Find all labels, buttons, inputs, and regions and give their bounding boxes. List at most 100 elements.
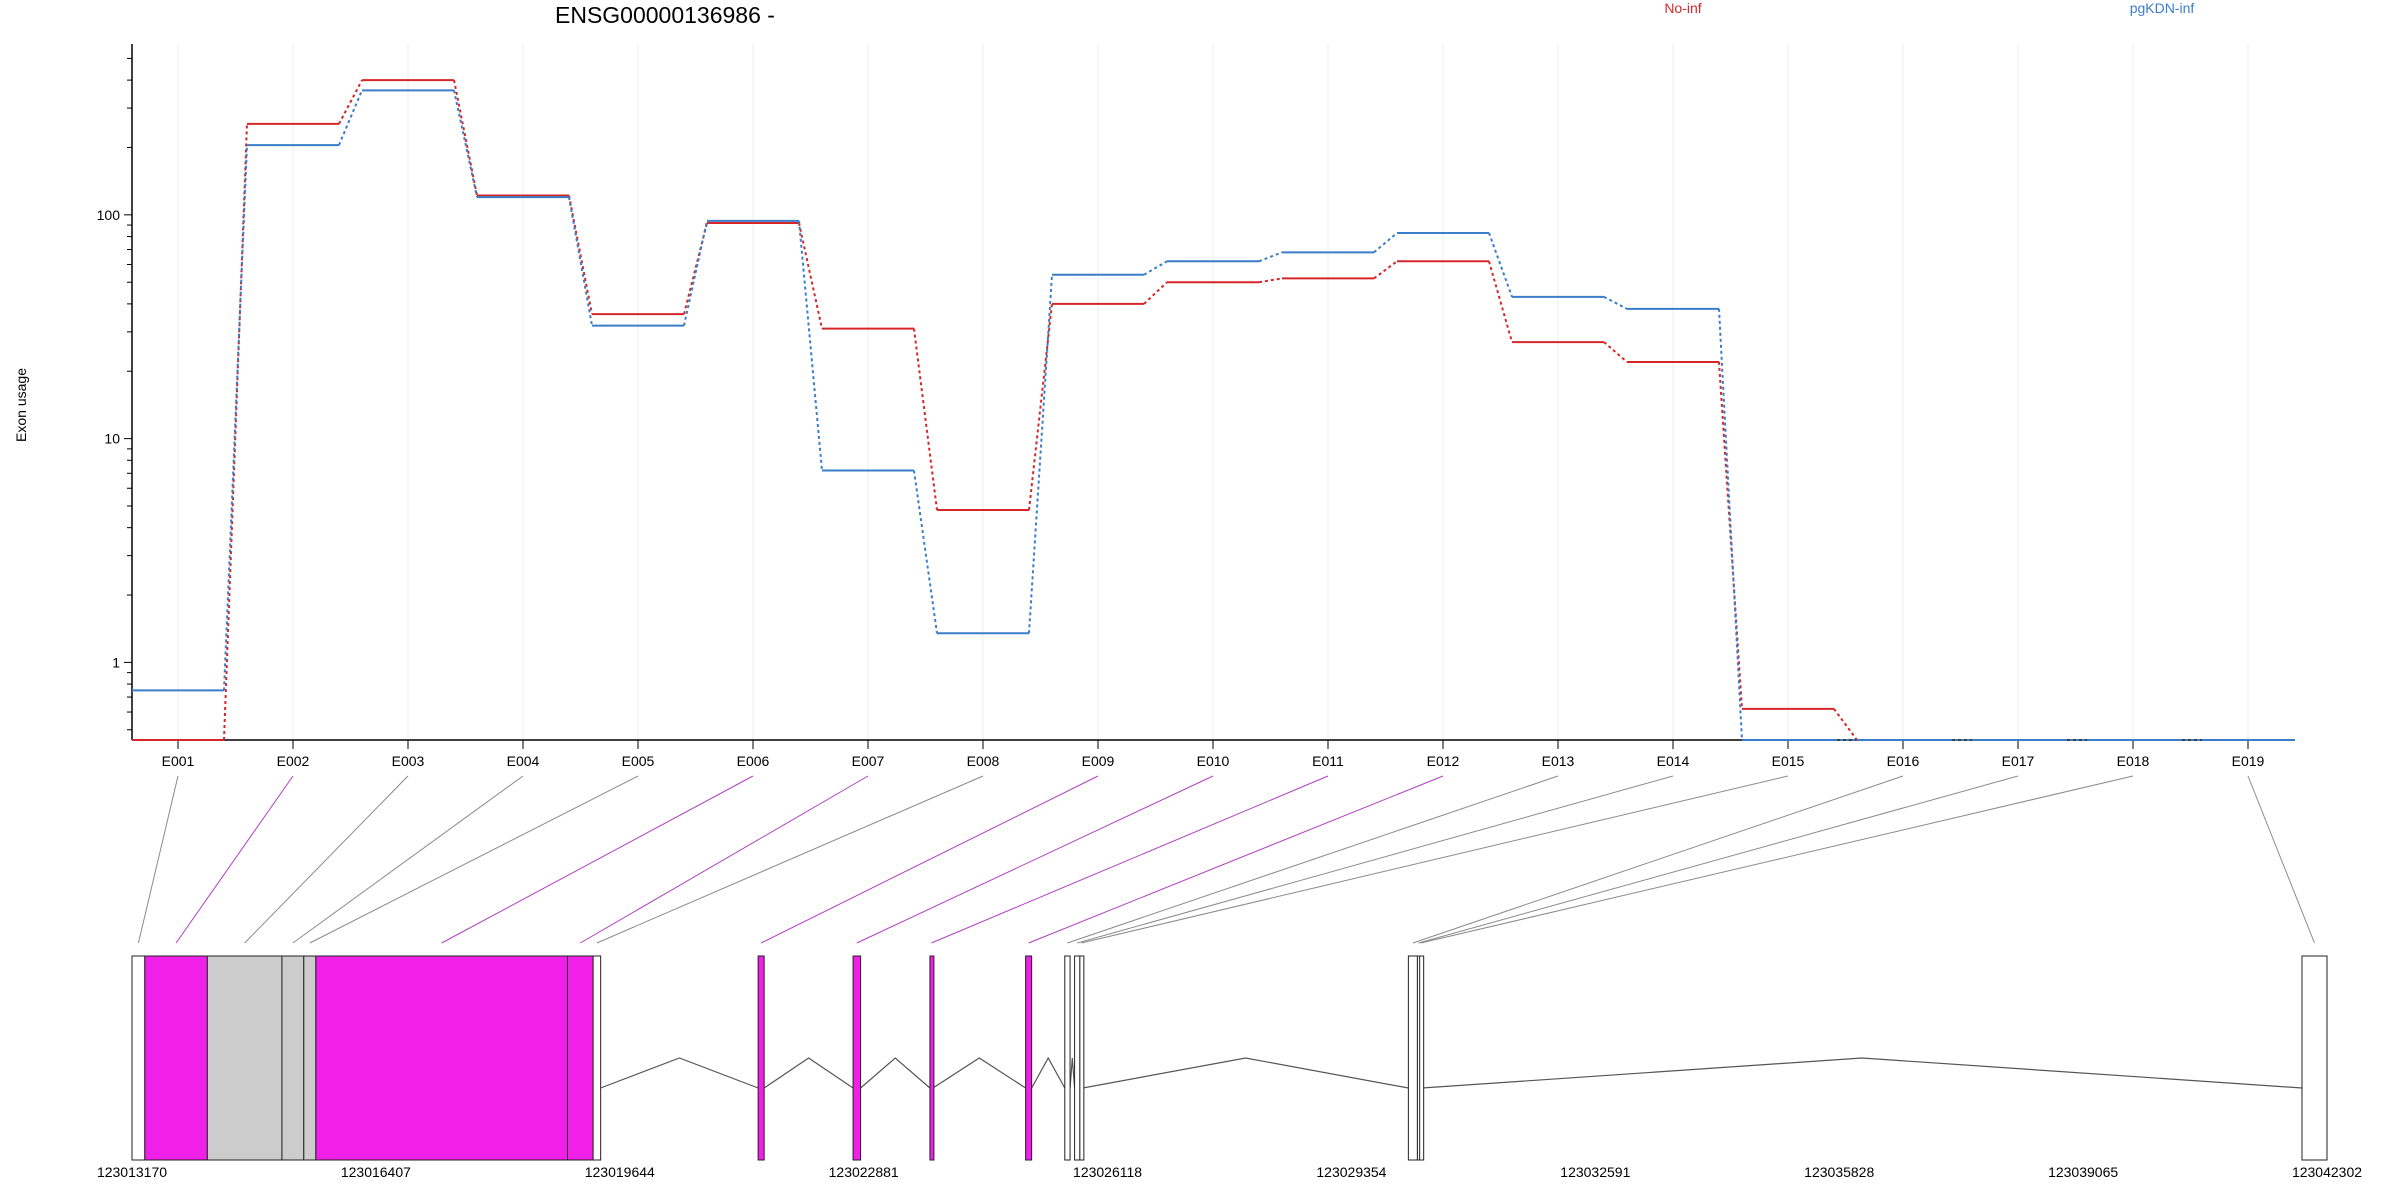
exon-connector xyxy=(1418,775,2019,944)
coordinate-label: 123013170 xyxy=(97,1164,167,1180)
exon-box xyxy=(852,955,862,1161)
series-connector xyxy=(1373,232,1398,254)
exon-box xyxy=(1064,955,1071,1161)
x-tick-label: E010 xyxy=(1197,753,1230,769)
coordinate-label: 123035828 xyxy=(1804,1164,1874,1180)
intron-line xyxy=(860,1057,931,1089)
exon-connector xyxy=(1077,775,1674,944)
series-connector xyxy=(1488,261,1513,343)
x-tick-label: E002 xyxy=(277,753,310,769)
exon-connector xyxy=(1081,775,1789,944)
exon-connector xyxy=(580,775,869,944)
intron-line xyxy=(1031,1056,1066,1089)
axes-layer: 1 10 100 E001 E002 E003 E004 E005 E006 E007 E008 E0… xyxy=(97,44,2295,769)
series-connector xyxy=(1258,277,1283,284)
x-tick-label: E014 xyxy=(1657,753,1690,769)
intron-line xyxy=(932,1057,1026,1089)
y-axis-label: Exon usage xyxy=(13,368,29,442)
series-connector xyxy=(1488,232,1513,298)
intron-line xyxy=(1082,1057,1409,1089)
series-connector xyxy=(1028,303,1053,511)
x-tick-label: E015 xyxy=(1772,753,1805,769)
series-connector xyxy=(683,222,708,315)
series-connector xyxy=(683,220,708,326)
gene-model: 123013170 123016407 123019644 123022881 1230… xyxy=(97,955,2362,1180)
exon-connector xyxy=(856,775,1214,944)
series-connector xyxy=(1143,260,1168,276)
series-connector xyxy=(1143,281,1168,305)
x-tick-label: E013 xyxy=(1542,753,1575,769)
x-tick-label: E001 xyxy=(162,753,195,769)
coordinate-label: 123016407 xyxy=(341,1164,411,1180)
exon-box xyxy=(1407,955,1418,1161)
exon-connector xyxy=(760,775,1099,944)
series-connector xyxy=(913,470,938,634)
exon-connector xyxy=(441,775,754,944)
exon-box xyxy=(592,955,602,1161)
series-connector xyxy=(568,196,593,326)
legend-item-no-inf: No-inf xyxy=(1664,0,1701,16)
series-connector xyxy=(453,90,478,198)
series-connector xyxy=(338,79,363,125)
exon-connector xyxy=(137,775,179,944)
x-tick-label: E006 xyxy=(737,753,770,769)
exon-box xyxy=(567,955,594,1161)
x-tick-label: E003 xyxy=(392,753,425,769)
series-connector xyxy=(1833,708,1858,741)
exon-connector xyxy=(309,775,639,944)
exon-box xyxy=(2301,955,2328,1161)
exon-box xyxy=(144,955,208,1161)
exon-box xyxy=(929,955,935,1161)
coordinate-label: 123026118 xyxy=(1073,1164,1142,1180)
x-tick-label: E018 xyxy=(2117,753,2150,769)
series-connector xyxy=(1603,341,1628,363)
exon-connector xyxy=(931,775,1329,944)
series-connector xyxy=(453,79,478,196)
series-connector xyxy=(223,145,248,691)
x-tick-label: E012 xyxy=(1427,753,1460,769)
series-connector xyxy=(568,195,593,315)
exon-connector xyxy=(1067,775,1559,944)
exon-box xyxy=(1025,955,1033,1161)
exon-box xyxy=(1074,955,1081,1161)
chart-title: ENSG00000136986 - xyxy=(555,2,775,28)
series-connector xyxy=(1603,295,1628,310)
x-tick-label: E011 xyxy=(1312,753,1344,769)
series-connector xyxy=(798,220,823,471)
exon-connector xyxy=(175,775,294,944)
legend-item-pgkdn-inf: pgKDN-inf xyxy=(2130,0,2195,16)
exon-box xyxy=(281,955,305,1161)
exon-connector xyxy=(1420,775,2134,944)
coordinate-label: 123039065 xyxy=(2048,1164,2118,1180)
intron-line xyxy=(1069,1057,1076,1089)
exon-connector xyxy=(1028,775,1444,944)
x-tick-label: E007 xyxy=(852,753,885,769)
coordinate-label: 123019644 xyxy=(585,1164,655,1180)
coordinate-label: 123022881 xyxy=(829,1164,899,1180)
exon-connector xyxy=(596,775,984,944)
exon-box xyxy=(303,955,317,1161)
exon-box xyxy=(757,955,765,1161)
coordinate-label: 123032591 xyxy=(1560,1164,1630,1180)
coordinate-label: 123029354 xyxy=(1316,1164,1386,1180)
x-tick-label: E016 xyxy=(1887,753,1920,769)
series-connector xyxy=(798,222,823,329)
exon-connector xyxy=(244,775,409,944)
exon-connector xyxy=(2247,775,2315,944)
exon-connector xyxy=(292,775,524,944)
x-tick-label: E019 xyxy=(2232,753,2265,769)
exon-box xyxy=(315,955,569,1161)
exon-box xyxy=(131,955,146,1161)
series-connector xyxy=(338,89,363,146)
series-connector xyxy=(1258,251,1283,263)
exon-box xyxy=(1419,955,1425,1161)
x-tick-label: E017 xyxy=(2002,753,2035,769)
grid-layer xyxy=(177,44,2249,740)
exon-connector xyxy=(1412,775,1904,944)
series-layer xyxy=(132,79,2295,741)
series-connector xyxy=(1718,308,1743,741)
coordinate-label: 123042302 xyxy=(2292,1164,2362,1180)
series-connector xyxy=(913,328,938,511)
exon-connectors xyxy=(137,775,2315,944)
